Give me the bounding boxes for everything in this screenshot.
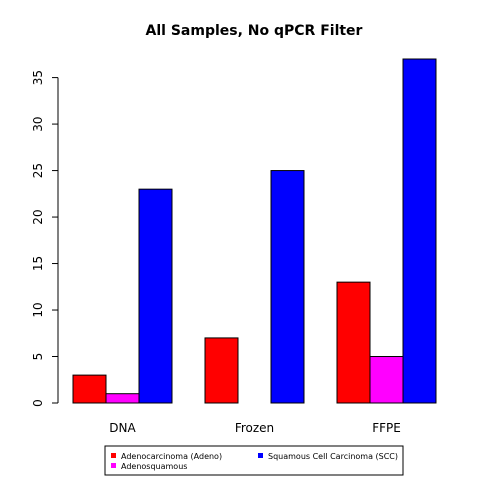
legend-label: Adenosquamous	[121, 462, 187, 471]
legend-label: Squamous Cell Carcinoma (SCC)	[268, 452, 398, 461]
x-category-label: Frozen	[235, 421, 274, 435]
bar-ffpe-series-1	[337, 282, 370, 403]
legend-label: Adenocarcinoma (Adeno)	[121, 452, 222, 461]
y-tick-label: 5	[31, 353, 45, 361]
bar-frozen-series-1	[205, 338, 238, 403]
bar-dna-series-2	[106, 394, 139, 403]
x-category-label: FFPE	[372, 421, 401, 435]
y-tick-label: 0	[31, 399, 45, 407]
legend-swatch	[111, 453, 116, 458]
y-tick-label: 10	[31, 302, 45, 317]
y-tick-label: 25	[31, 163, 45, 178]
legend-swatch	[111, 463, 116, 468]
bar-ffpe-series-2	[370, 357, 403, 403]
bars-group	[73, 59, 436, 403]
bar-frozen-series-3	[271, 171, 304, 403]
x-category-label: DNA	[109, 421, 136, 435]
y-axis: 0 5 10 15 20 25 30 35	[31, 70, 58, 407]
y-tick-label: 30	[31, 116, 45, 131]
bar-dna-series-1	[73, 375, 106, 403]
y-tick-label: 15	[31, 256, 45, 271]
y-tick-label: 20	[31, 209, 45, 224]
legend: Adenocarcinoma (Adeno)Adenosquamous Squam…	[105, 446, 403, 475]
y-tick-label: 35	[31, 70, 45, 85]
x-axis-labels: DNA Frozen FFPE	[109, 421, 401, 435]
chart-title: All Samples, No qPCR Filter	[146, 23, 363, 39]
legend-swatch	[258, 453, 263, 458]
bar-dna-series-3	[139, 189, 172, 403]
bar-ffpe-series-3	[403, 59, 436, 403]
